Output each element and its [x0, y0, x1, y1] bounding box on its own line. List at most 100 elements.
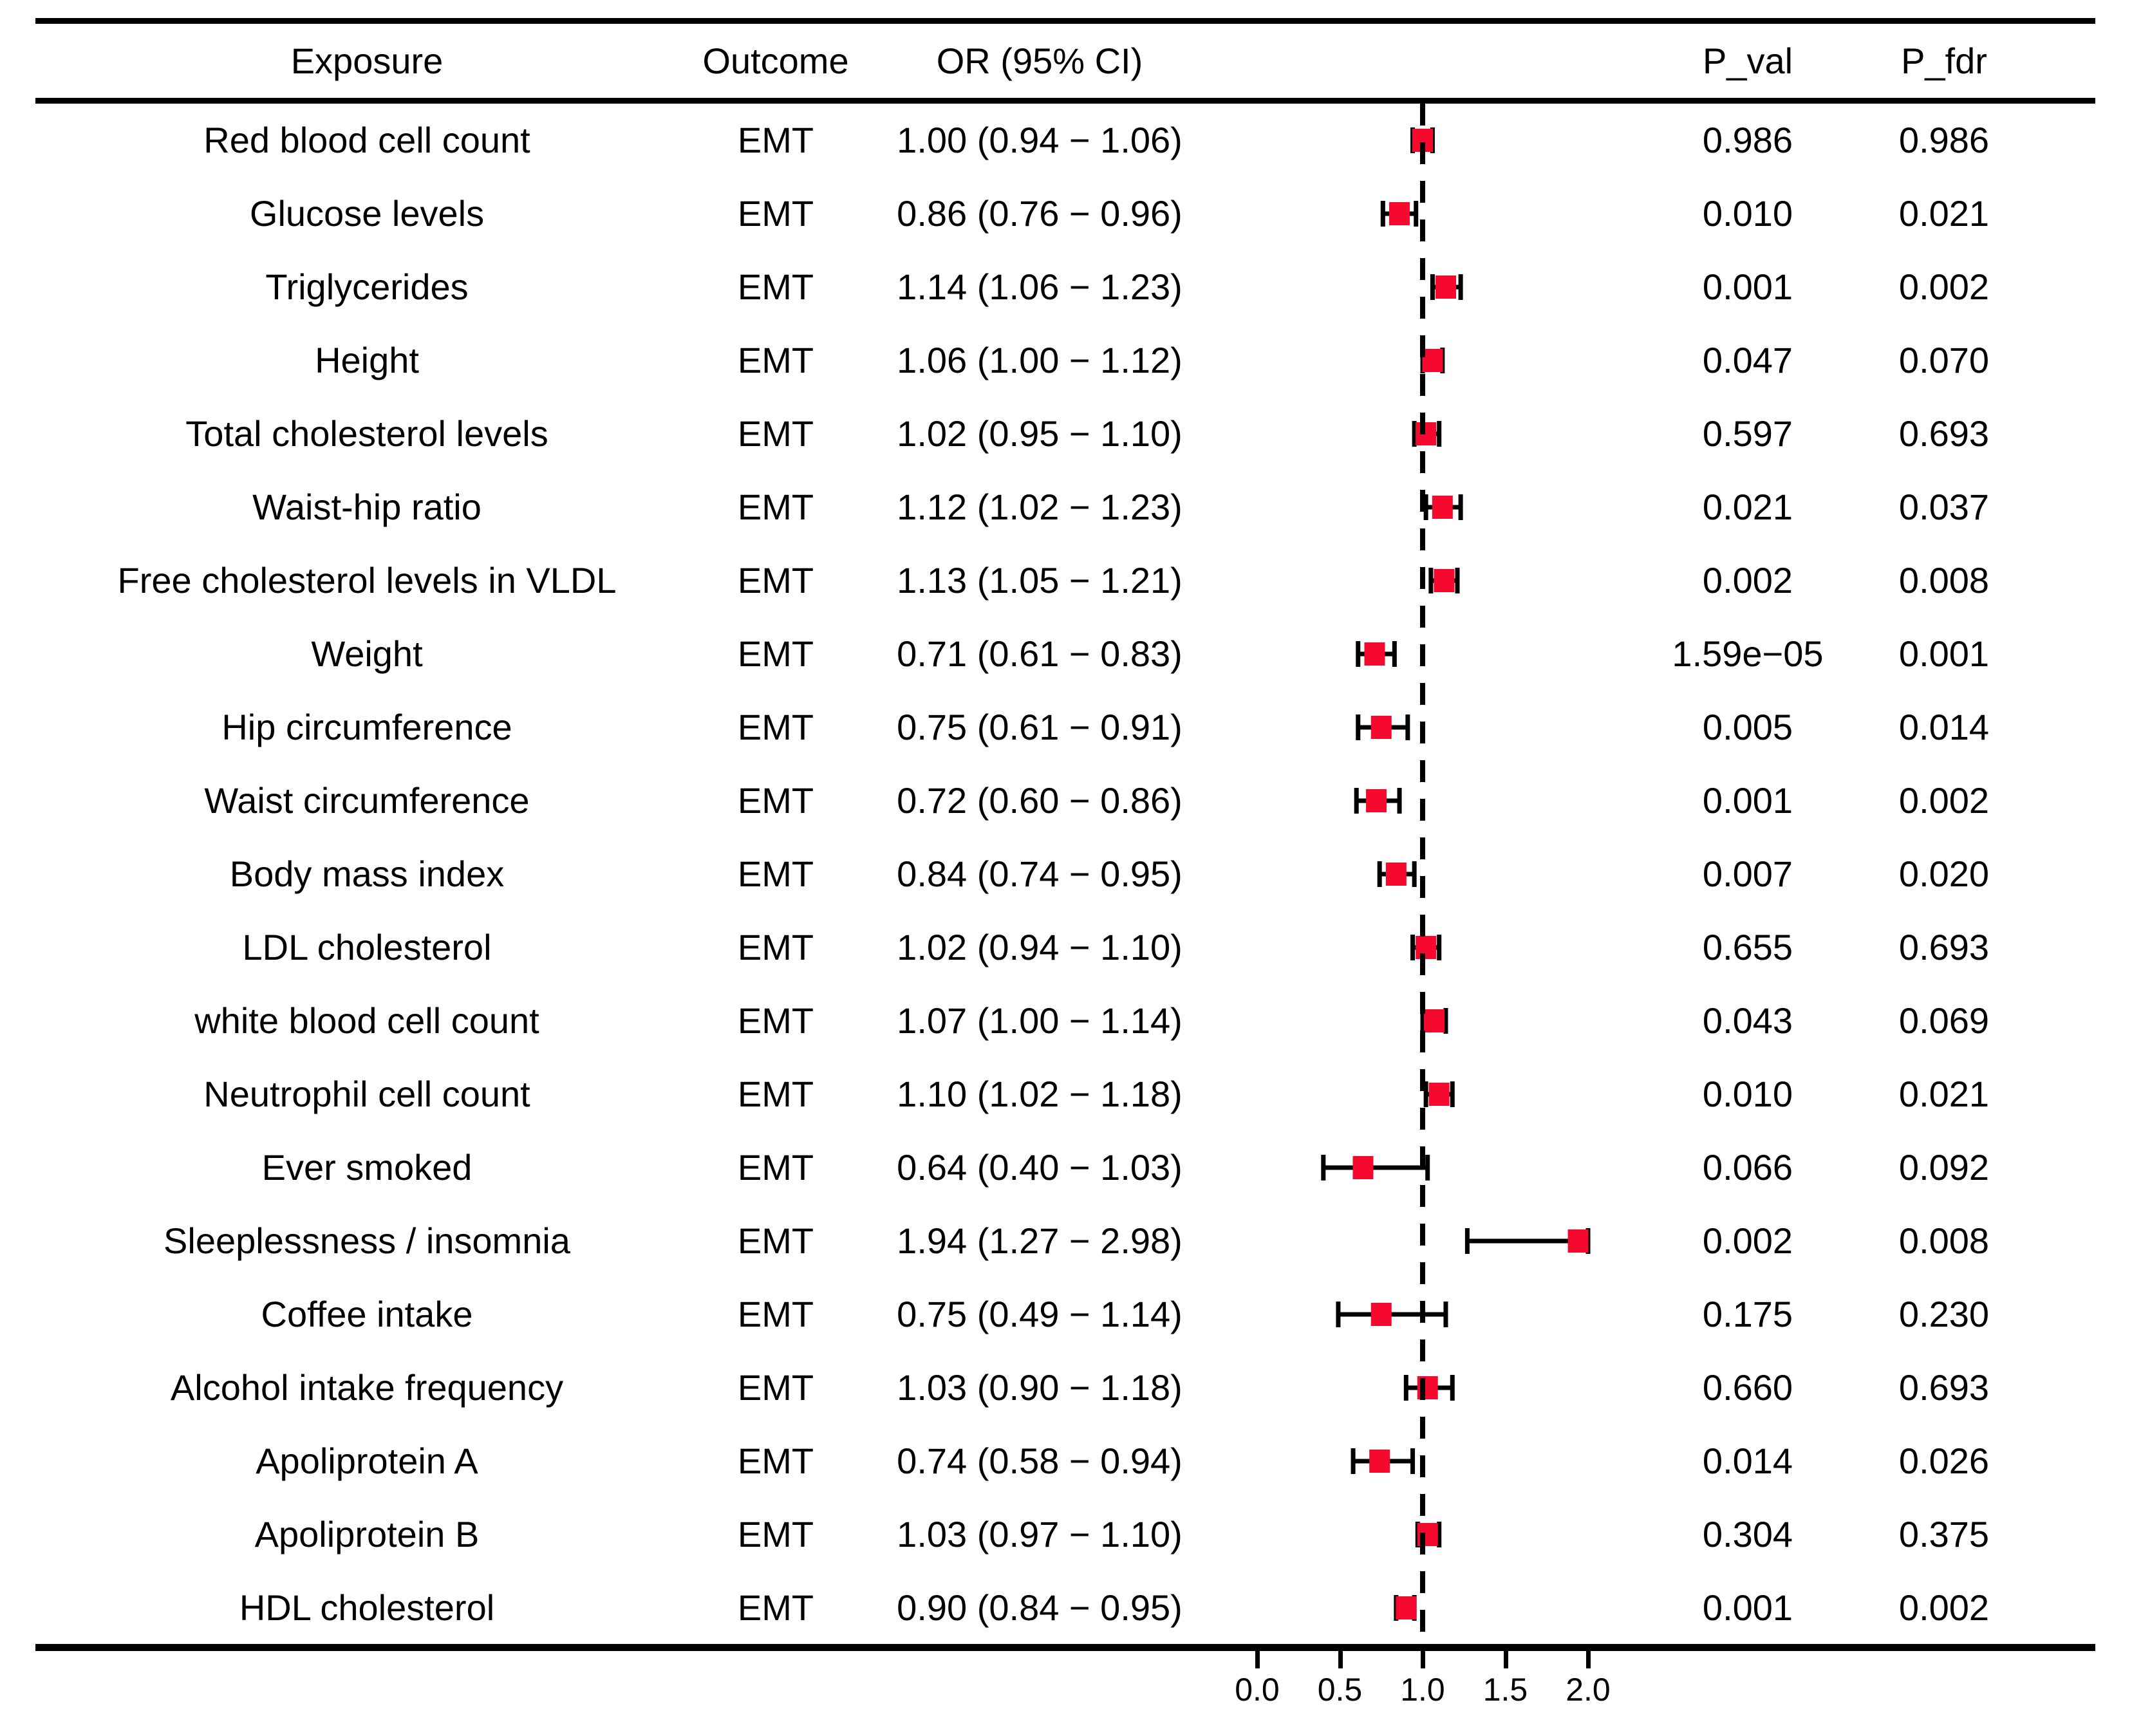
p-val-value: 0.010: [1702, 193, 1793, 234]
table-row: Hip circumference EMT 0.75 (0.61 − 0.91) 0.…: [0, 691, 2132, 764]
forest-row-plot: [1430, 274, 1463, 300]
outcome-label: EMT: [737, 1074, 814, 1114]
or-ci-value: 1.03 (0.90 − 1.18): [897, 1367, 1183, 1408]
forest-row-plot: [1410, 935, 1442, 960]
forest-row-plot: [1420, 348, 1445, 373]
forest-plot-cell: [1223, 1058, 1648, 1131]
forest-marker: [1389, 202, 1410, 225]
exposure-label: Red blood cell count: [203, 120, 530, 160]
axis-tick: [1338, 1651, 1343, 1668]
forest-row-plot: [1420, 1008, 1448, 1034]
table-row: Free cholesterol levels in VLDL EMT 1.13 (…: [0, 544, 2132, 617]
p-val-value: 0.655: [1702, 927, 1793, 967]
exposure-label: Waist circumference: [204, 780, 530, 821]
exposure-label: HDL cholesterol: [239, 1587, 495, 1628]
exposure-label: Body mass index: [229, 854, 505, 894]
outcome-label: EMT: [737, 413, 814, 454]
or-ci-value: 1.02 (0.94 − 1.10): [897, 927, 1183, 967]
forest-plot-cell: [1223, 1498, 1648, 1571]
p-fdr-value: 0.021: [1898, 1074, 1990, 1114]
x-axis: 0.0 0.5 1.0 1.5 2.0: [1223, 1651, 1648, 1735]
forest-plot-cell: [1223, 544, 1648, 617]
column-header-p-val: P_val: [1702, 40, 1793, 81]
forest-plot-cell: [1223, 1351, 1648, 1424]
exposure-label: Height: [315, 340, 419, 380]
forest-row-plot: [1351, 1448, 1416, 1474]
forest-marker: [1370, 1303, 1392, 1326]
forest-marker: [1416, 936, 1437, 959]
p-val-value: 0.005: [1702, 707, 1793, 747]
p-fdr-value: 0.026: [1898, 1441, 1990, 1481]
exposure-label: Total cholesterol levels: [185, 413, 548, 454]
outcome-label: EMT: [737, 193, 814, 234]
exposure-label: Triglycerides: [265, 266, 469, 307]
forest-marker: [1423, 1009, 1445, 1032]
forest-plot-cell: [1223, 324, 1648, 397]
exposure-label: Glucose levels: [249, 193, 485, 234]
header-separator-line: [35, 98, 2095, 104]
p-fdr-value: 0.693: [1898, 413, 1990, 454]
table-row: Total cholesterol levels EMT 1.02 (0.95 − …: [0, 397, 2132, 471]
p-fdr-value: 0.986: [1898, 120, 1990, 160]
exposure-label: Neutrophil cell count: [203, 1074, 530, 1114]
forest-marker: [1432, 496, 1453, 519]
forest-row-plot: [1464, 1228, 1591, 1254]
column-header-exposure: Exposure: [290, 40, 444, 81]
table-row: Height EMT 1.06 (1.00 − 1.12) 0.047 0.070: [0, 324, 2132, 397]
exposure-label: Free cholesterol levels in VLDL: [117, 560, 617, 601]
table-row: HDL cholesterol EMT 0.90 (0.84 − 0.95) 0.00…: [0, 1571, 2132, 1645]
p-val-value: 0.047: [1702, 340, 1793, 380]
exposure-label: white blood cell count: [194, 1000, 539, 1041]
table-top-border: [35, 18, 2095, 24]
forest-plot-cell: [1223, 397, 1648, 471]
or-ci-value: 0.64 (0.40 − 1.03): [897, 1147, 1183, 1188]
p-fdr-value: 0.008: [1898, 560, 1990, 601]
outcome-label: EMT: [737, 780, 814, 821]
table-row: LDL cholesterol EMT 1.02 (0.94 − 1.10) 0.65…: [0, 911, 2132, 984]
forest-row-plot: [1410, 127, 1435, 153]
or-ci-value: 0.75 (0.49 − 1.14): [897, 1294, 1183, 1334]
p-val-value: 0.021: [1702, 487, 1793, 527]
exposure-label: Hip circumference: [221, 707, 512, 747]
axis-tick: [1421, 1651, 1425, 1668]
outcome-label: EMT: [737, 1514, 814, 1554]
table-body: Red blood cell count EMT 1.00 (0.94 − 1.06…: [0, 104, 2132, 1645]
column-header-p-fdr: P_fdr: [1901, 40, 1987, 81]
table-row: Coffee intake EMT 0.75 (0.49 − 1.14) 0.175 0…: [0, 1278, 2132, 1351]
table-row: Body mass index EMT 0.84 (0.74 − 0.95) 0.00…: [0, 837, 2132, 911]
table-row: Sleeplessness / insomnia EMT 1.94 (1.27 − …: [0, 1204, 2132, 1278]
p-val-value: 0.007: [1702, 854, 1793, 894]
axis-tick: [1586, 1651, 1591, 1668]
p-val-value: 0.066: [1702, 1147, 1793, 1188]
table-bottom-border: [35, 1644, 2095, 1651]
outcome-label: EMT: [737, 1367, 814, 1408]
forest-marker: [1396, 1596, 1417, 1619]
forest-plot-cell: [1223, 837, 1648, 911]
forest-marker: [1435, 275, 1456, 299]
p-val-value: 0.043: [1702, 1000, 1793, 1041]
forest-plot-cell: [1223, 177, 1648, 250]
outcome-label: EMT: [737, 1220, 814, 1261]
forest-marker: [1416, 422, 1437, 445]
p-val-value: 0.001: [1702, 780, 1793, 821]
or-ci-value: 0.75 (0.61 − 0.91): [897, 707, 1183, 747]
p-fdr-value: 0.008: [1898, 1220, 1990, 1261]
forest-plot-cell: [1223, 1131, 1648, 1204]
forest-marker: [1567, 1229, 1589, 1253]
outcome-label: EMT: [737, 1294, 814, 1334]
exposure-label: Waist-hip ratio: [252, 487, 482, 527]
forest-marker: [1385, 863, 1407, 886]
forest-marker: [1369, 1450, 1390, 1473]
table-row: Weight EMT 0.71 (0.61 − 0.83) 1.59e−05 0.001: [0, 617, 2132, 691]
p-fdr-value: 0.069: [1898, 1000, 1990, 1041]
or-ci-value: 0.84 (0.74 − 0.95): [897, 854, 1183, 894]
forest-row-plot: [1428, 568, 1460, 593]
p-val-value: 0.175: [1702, 1294, 1793, 1334]
forest-marker: [1428, 1083, 1450, 1106]
axis-tick-label: 0.5: [1317, 1672, 1363, 1708]
outcome-label: EMT: [737, 487, 814, 527]
table-header-row: Exposure Outcome OR (95% CI) P_val P_fdr: [0, 24, 2132, 98]
forest-marker: [1366, 789, 1387, 812]
or-ci-value: 1.03 (0.97 − 1.10): [897, 1514, 1183, 1554]
forest-row-plot: [1403, 1375, 1455, 1401]
